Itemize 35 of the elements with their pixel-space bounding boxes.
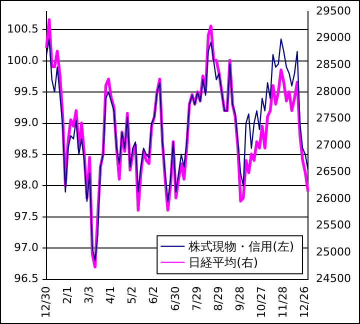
x-tick-label: 3/3 [82, 286, 96, 304]
y2-tick-label: 28500 [316, 58, 352, 71]
y2-tick-label: 25000 [316, 245, 352, 258]
x-tick-label: 12/30 [39, 286, 52, 318]
x-tick-label: 4/1 [104, 286, 118, 304]
x-tick-label: 8/29 [212, 286, 225, 312]
y2-tick-label: 28000 [316, 84, 352, 98]
y2-tick-label: 24500 [316, 272, 352, 286]
legend-label: 株式現物・信用(左) [188, 239, 294, 254]
x-tick-label: 10/27 [255, 286, 268, 318]
y2-tick-label: 27500 [316, 112, 352, 125]
y2-tick-label: 26500 [316, 165, 352, 178]
y-tick-label: 97.0 [14, 240, 38, 254]
y-tick-label: 99.0 [14, 116, 38, 130]
y-tick-label: 99.5 [14, 84, 38, 98]
y-tick-label: 96.5 [14, 272, 38, 286]
y2-tick-label: 29000 [316, 31, 352, 44]
x-tick-label: 6/30 [168, 286, 182, 312]
y-tick-label: 97.5 [14, 210, 38, 223]
x-tick-label: 6/2 [147, 286, 160, 304]
x-tick-label: 9/28 [233, 286, 246, 312]
x-tick-label: 7/29 [190, 286, 204, 312]
y2-tick-label: 29500 [316, 4, 352, 18]
legend-label: 日経平均(右) [188, 255, 258, 270]
y2-tick-label: 27000 [316, 138, 352, 152]
y-tick-label: 100.0 [6, 54, 38, 67]
y-tick-label: 98.0 [14, 178, 38, 192]
x-tick-label: 5/2 [126, 286, 139, 304]
x-tick-label: 11/28 [276, 286, 290, 318]
y-tick-label: 100.5 [6, 22, 38, 36]
x-tick-label: 12/26 [298, 286, 312, 318]
y-tick-label: 98.5 [14, 147, 38, 160]
y2-tick-label: 26000 [316, 192, 352, 205]
x-tick-label: 2/1 [60, 286, 74, 304]
y2-tick-label: 25500 [316, 218, 352, 232]
